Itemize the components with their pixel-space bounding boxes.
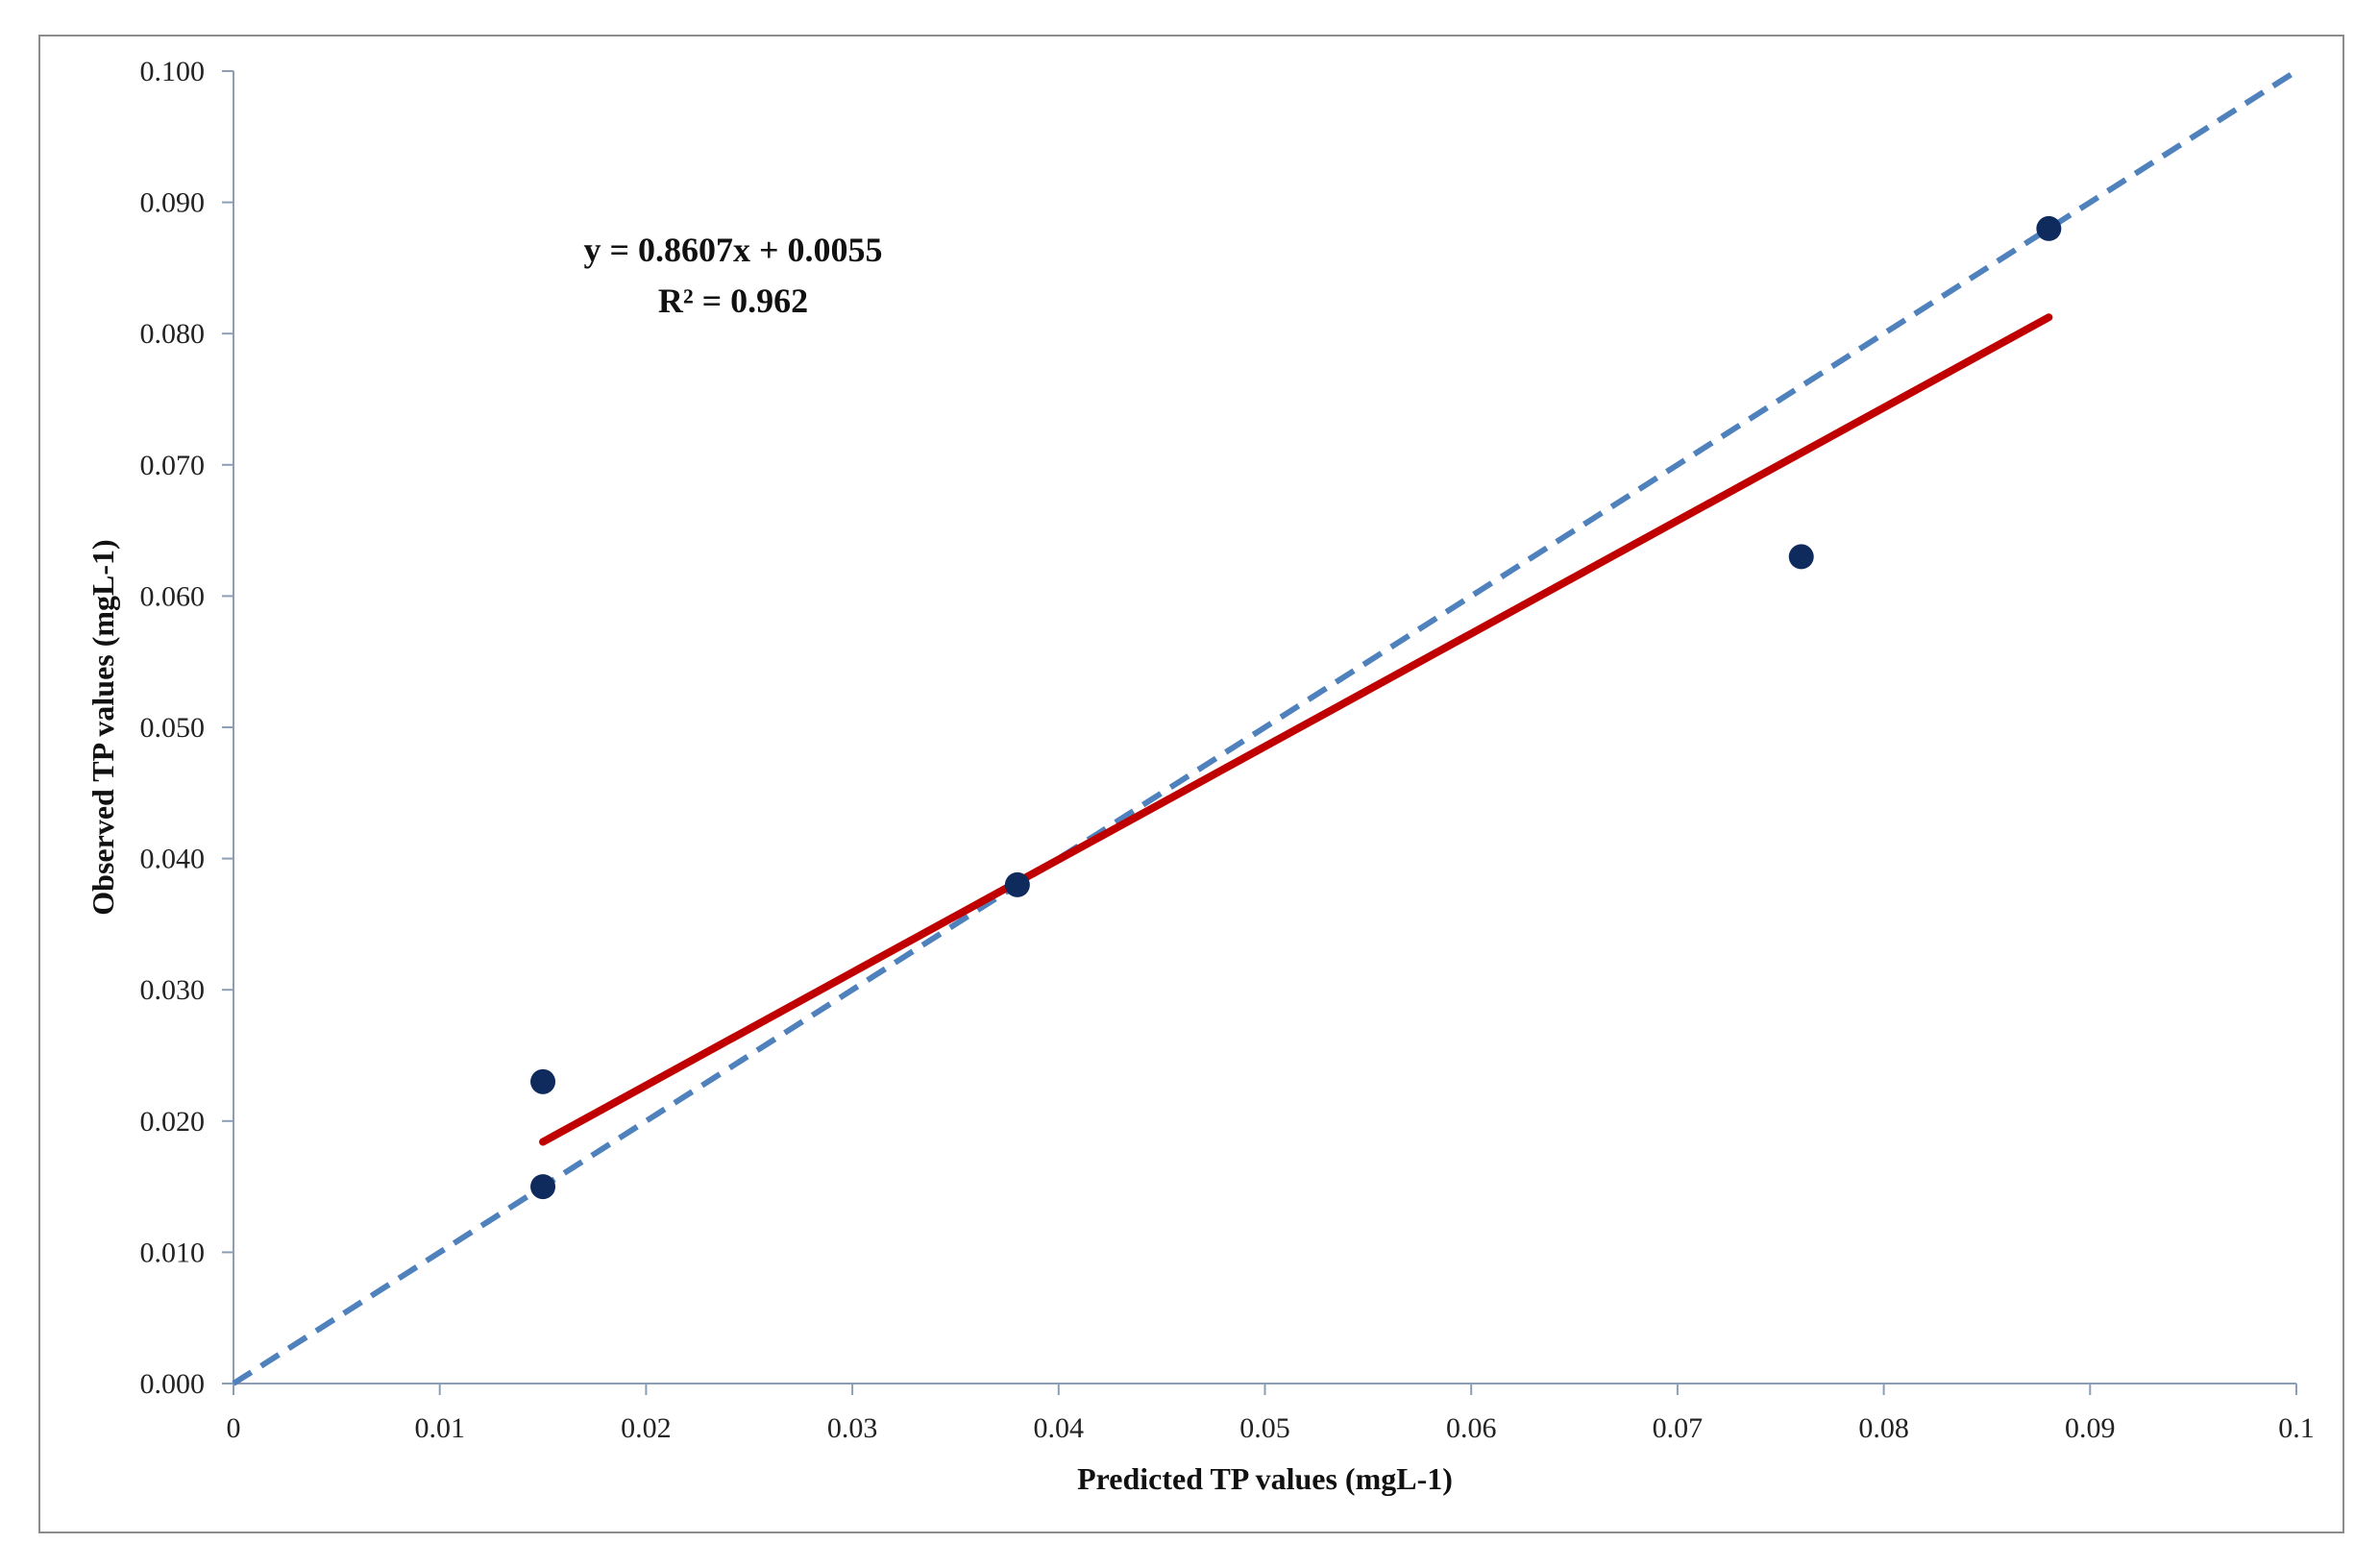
x-tick-label: 0.08 — [1858, 1412, 1909, 1444]
y-tick-label: 0.080 — [140, 318, 206, 350]
x-tick-label: 0.06 — [1446, 1412, 1497, 1444]
x-tick-label: 0 — [227, 1412, 241, 1444]
identity-line — [232, 68, 2298, 1386]
data-point — [2036, 215, 2062, 241]
data-point — [1788, 544, 1814, 570]
y-tick-label: 0.060 — [140, 580, 206, 612]
trendline — [539, 313, 2053, 1146]
y-tick-label: 0.100 — [140, 56, 206, 87]
x-axis-title: Predicted TP values (mgL-1) — [1077, 1461, 1453, 1496]
data-point — [530, 1174, 556, 1200]
y-axis-title: Observed TP values (mgL-1) — [86, 539, 120, 915]
y-tick-label: 0.090 — [140, 187, 206, 219]
x-tick-label: 0.05 — [1239, 1412, 1290, 1444]
y-tick-label: 0.050 — [140, 712, 206, 744]
y-tick-label: 0.070 — [140, 450, 206, 481]
x-tick-label: 0.01 — [414, 1412, 465, 1444]
x-tick-label: 0.04 — [1034, 1412, 1085, 1444]
data-points — [530, 215, 2062, 1200]
lines — [232, 68, 2298, 1386]
y-tick-label: 0.040 — [140, 844, 206, 875]
x-tick-label: 0.1 — [2278, 1412, 2315, 1444]
data-point — [530, 1068, 556, 1094]
trendline-equation: y = 0.8607x + 0.0055 — [583, 231, 882, 269]
y-tick-label: 0.000 — [140, 1368, 206, 1400]
y-tick-label: 0.030 — [140, 974, 206, 1006]
x-tick-label: 0.09 — [2065, 1412, 2116, 1444]
y-tick-label: 0.020 — [140, 1106, 206, 1138]
x-axis-ticks: 0 0.01 0.02 0.03 0.04 0.05 0.06 0.07 0.08 0.09 0.1 — [227, 1384, 2315, 1444]
data-point — [1004, 871, 1030, 897]
x-tick-label: 0.02 — [621, 1412, 672, 1444]
y-tick-label: 0.010 — [140, 1237, 206, 1268]
x-tick-label: 0.03 — [827, 1412, 878, 1444]
y-axis-ticks: 0.000 0.010 0.020 0.030 0.040 0.050 0.060 0.070… — [140, 56, 233, 1400]
x-tick-label: 0.07 — [1653, 1412, 1704, 1444]
r-squared-label: R² = 0.962 — [658, 282, 808, 320]
